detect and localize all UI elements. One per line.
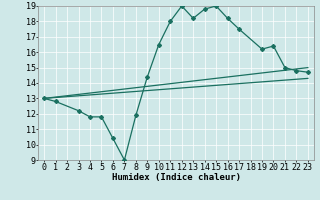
X-axis label: Humidex (Indice chaleur): Humidex (Indice chaleur) bbox=[111, 173, 241, 182]
